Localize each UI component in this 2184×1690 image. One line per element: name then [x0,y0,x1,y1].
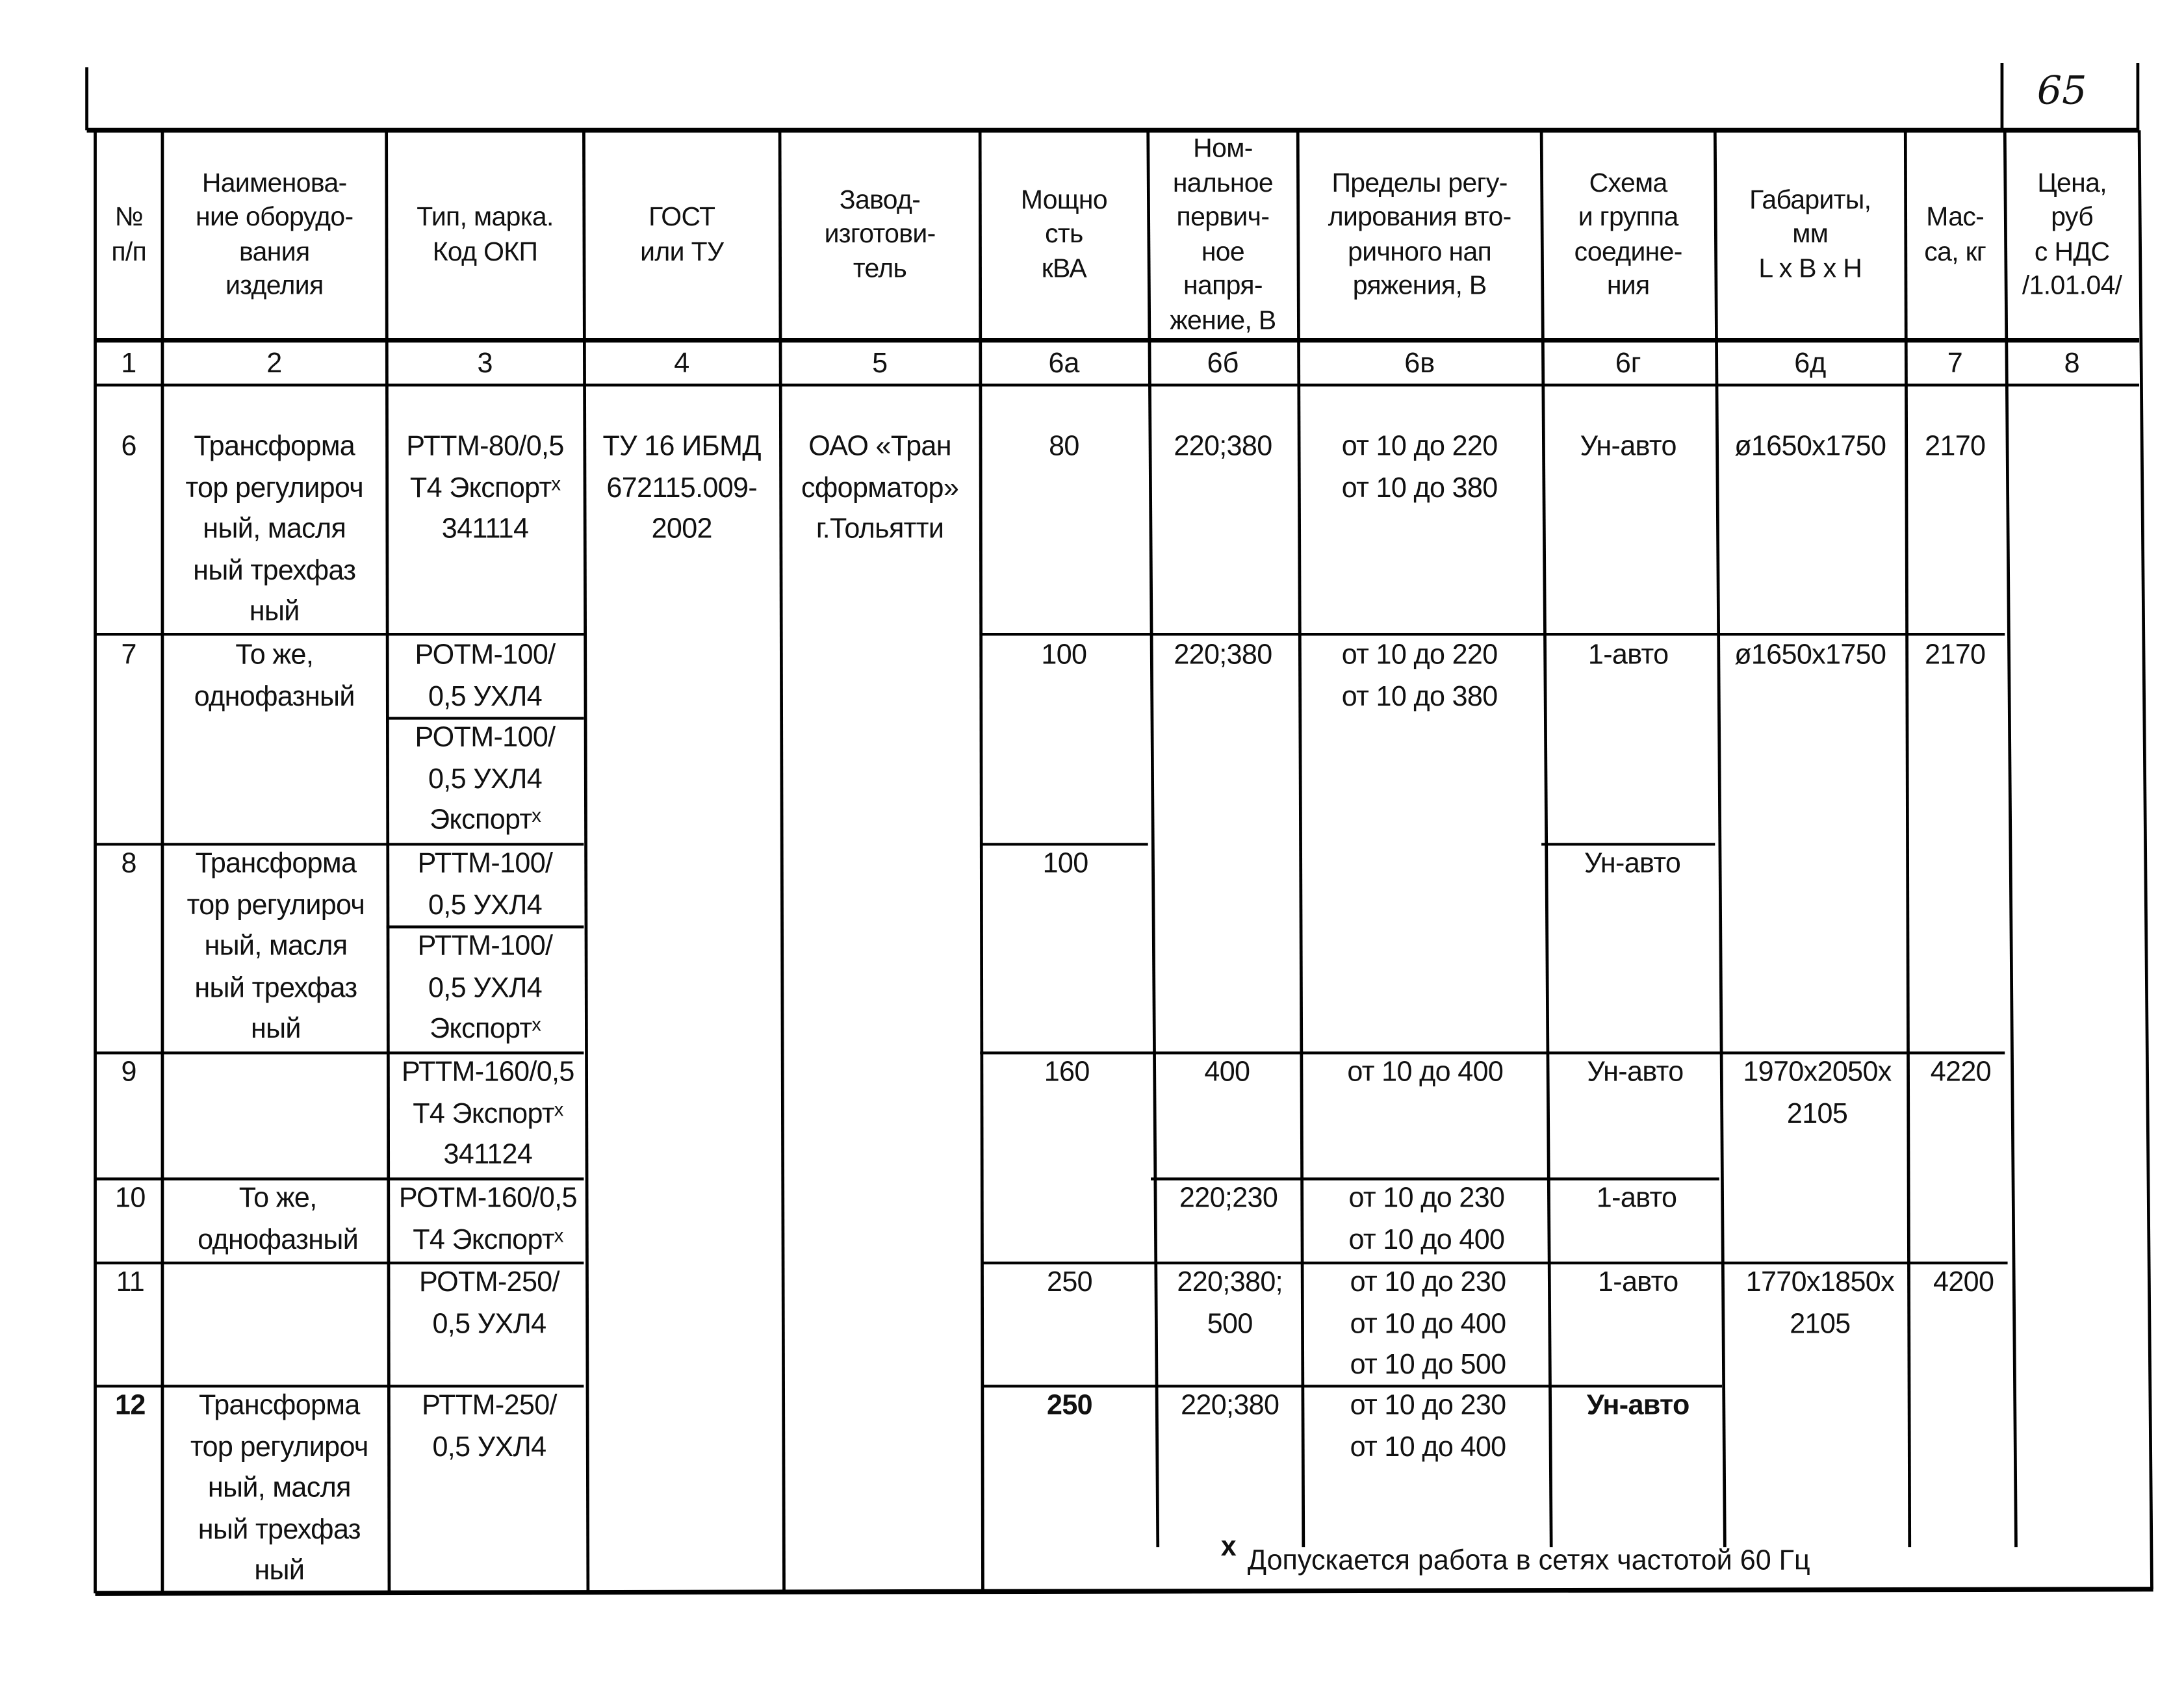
row-type: РОТМ-160/0,5 Т4 Экспортˣ [398,1183,578,1256]
header-scheme: Схема и группа соедине- ния [1574,168,1683,301]
row-type: РТТМ-80/0,5 Т4 Экспортˣ 341114 [406,431,564,545]
row-scheme: 1-авто [1596,1183,1677,1214]
row-name: Трансформа тор регулироч ный, масля ный … [186,848,365,1045]
col-number: 6б [1207,348,1239,379]
row-regulation: от 10 до 230 от 10 до 400 [1348,1183,1505,1256]
row-no: 6 [121,431,137,463]
row-regulation: от 10 до 220 от 10 до 380 [1341,639,1498,712]
row-scheme: 1-авто [1587,639,1669,671]
row-scheme: 1-авто [1597,1267,1678,1298]
row-mass: 2170 [1925,431,1986,463]
col-number: 6г [1615,348,1641,379]
row-name: Трансформа тор регулироч ный, масля ный … [185,431,364,628]
row-power: 100 [1041,639,1087,671]
header-type: Тип, марка. Код ОКП [417,203,554,267]
col-number: 4 [674,348,690,379]
col-number: 7 [1947,348,1963,379]
row-primary: 220;380 [1174,431,1272,463]
row-power: 250 [1047,1390,1093,1422]
row-mass: 4200 [1933,1267,1994,1298]
row-type: РОТМ-100/ 0,5 УХЛ4 [415,639,556,712]
row-regulation: от 10 до 230 от 10 до 400 [1350,1390,1507,1463]
row-dims: ø1650x1750 [1734,431,1886,463]
row-dims: 1770x1850x 2105 [1745,1267,1895,1340]
page-number: 65 [2036,67,2087,114]
row-type: РОТМ-250/ 0,5 УХЛ4 [419,1267,560,1340]
row-no: 10 [115,1183,146,1214]
header-power: Мощно сть кВА [1020,186,1108,284]
col-number: 6а [1048,348,1080,379]
row-name: То же, однофазный [198,1183,359,1256]
row-primary: 220;380; 500 [1177,1267,1283,1340]
col-number: 2 [266,348,283,379]
row-no: 11 [116,1267,145,1298]
row-power: 160 [1044,1056,1090,1088]
row-scheme: Ун-авто [1584,848,1681,880]
header-gost: ГОСТ или ТУ [640,203,724,267]
row-regulation: от 10 до 220 от 10 до 380 [1341,431,1498,504]
row-primary: 220;230 [1179,1183,1278,1214]
footnote: x Допускается работа в сетях частотой 60 … [1221,1531,1810,1578]
row-type: РОТМ-100/ 0,5 УХЛ4 Экспортˣ [415,722,556,836]
header-price: Цена, руб с НДС /1.01.04/ [2022,168,2122,301]
row-mass: 2170 [1925,639,1986,671]
row-scheme: Ун-авто [1586,1390,1689,1422]
row-type: РТТМ-250/ 0,5 УХЛ4 [422,1390,557,1463]
col-number: 3 [477,348,493,379]
row-no: 12 [115,1390,146,1422]
header-factory: Завод- изготови- тель [824,186,936,284]
factory-cell: ОАО «Тран сформатор» г.Тольятти [801,431,959,545]
row-scheme: Ун-авто [1587,1056,1684,1088]
row-primary: 220;380 [1174,639,1272,671]
row-no: 8 [121,848,137,880]
row-primary: 400 [1204,1056,1250,1088]
col-number: 8 [2064,348,2080,379]
row-mass: 4220 [1930,1056,1992,1088]
row-regulation: от 10 до 400 [1347,1056,1504,1088]
row-type: РТТМ-160/0,5 Т4 Экспортˣ 341124 [401,1056,574,1171]
row-name: Трансформа тор регулироч ный, масля ный … [190,1390,368,1587]
footnote-text: Допускается работа в сетях частотой 60 Г… [1247,1546,1810,1577]
header-name: Наименова- ние оборудо- вания изделия [195,168,353,301]
row-dims: ø1650x1750 [1734,639,1886,671]
row-regulation: от 10 до 230 от 10 до 400 от 10 до 500 [1350,1267,1507,1381]
row-power: 250 [1047,1267,1093,1298]
row-power: 100 [1042,848,1089,880]
row-type: РТТМ-100/ 0,5 УХЛ4 Экспортˣ [417,931,553,1045]
header-mass: Мас- са, кг [1924,203,1986,267]
row-scheme: Ун-авто [1580,431,1677,463]
col-number: 6в [1404,348,1435,379]
row-dims: 1970x2050x 2105 [1743,1056,1892,1130]
col-number: 1 [121,348,137,379]
row-name: То же, однофазный [194,639,355,712]
gost-cell: ТУ 16 ИБМД 672115.009- 2002 [602,431,762,545]
col-number: 5 [872,348,888,379]
row-no: 9 [121,1056,137,1088]
header-no: № п/п [111,203,147,267]
row-power: 80 [1049,431,1079,463]
header-dims: Габариты, мм L x B x H [1749,186,1871,284]
header-primary: Ном- нальное первич- ное напря- жение, В [1170,134,1276,336]
row-primary: 220;380 [1181,1390,1279,1422]
footnote-mark: x [1220,1531,1237,1563]
col-number: 6д [1794,348,1827,379]
row-type: РТТМ-100/ 0,5 УХЛ4 [417,848,553,921]
row-no: 7 [121,639,137,671]
header-regulation: Пределы регу- лирования вто- ричного нап… [1328,168,1512,301]
